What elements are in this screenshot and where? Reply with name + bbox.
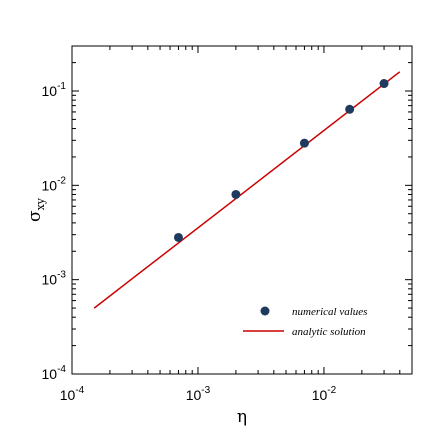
plot-frame (71, 45, 413, 375)
y-tick-label: 10-3 (42, 270, 67, 288)
legend-marker-numerical-values (260, 306, 270, 316)
x-tick-label: 10-3 (186, 385, 211, 403)
legend-label-analytic-solution: analytic solution (292, 326, 366, 338)
series-layer (93, 71, 401, 309)
numerical-value-point (173, 232, 183, 242)
analytic-solution-line (93, 71, 401, 309)
legend: numerical values analytic solution (243, 306, 367, 338)
x-axis-label: η (237, 407, 247, 427)
y-tick-label: 10-1 (42, 81, 67, 99)
y-axis-label-sub: xy (34, 197, 47, 210)
svg-text:σxy: σxy (25, 197, 47, 222)
numerical-value-point (379, 79, 389, 89)
y-axis: 10-4 10-3 10-2 10-1 (42, 45, 412, 382)
x-tick-label: 10-4 (60, 385, 85, 403)
numerical-value-point (299, 138, 309, 148)
numerical-value-point (231, 189, 241, 199)
y-tick-label: 10-4 (42, 364, 67, 382)
numerical-value-point (345, 104, 355, 114)
x-tick-label: 10-2 (312, 385, 337, 403)
x-axis: 10-4 10-3 10-2 (60, 46, 413, 403)
legend-label-numerical-values: numerical values (292, 306, 367, 318)
y-tick-label: 10-2 (42, 175, 67, 193)
y-axis-label: σxy (25, 197, 47, 222)
y-axis-label-main: σ (25, 210, 45, 222)
